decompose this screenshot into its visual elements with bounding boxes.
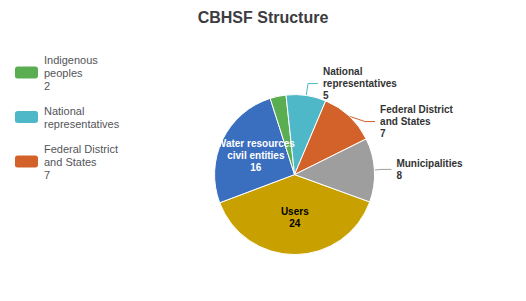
svg-text:24: 24 [289, 218, 301, 229]
svg-text:2: 2 [44, 80, 50, 92]
svg-text:CBHSF Structure: CBHSF Structure [198, 9, 329, 26]
svg-text:and States: and States [44, 156, 97, 168]
svg-text:16: 16 [250, 162, 262, 173]
svg-text:8: 8 [396, 170, 402, 181]
svg-text:Water resources: Water resources [217, 138, 295, 149]
svg-text:Federal District: Federal District [380, 104, 453, 115]
svg-text:Users: Users [281, 206, 309, 217]
svg-text:Federal District: Federal District [44, 143, 118, 155]
svg-text:National: National [44, 105, 84, 117]
svg-text:7: 7 [44, 169, 50, 181]
svg-text:representatives: representatives [323, 78, 397, 89]
svg-text:National: National [323, 66, 363, 77]
svg-text:representatives: representatives [44, 118, 120, 130]
svg-text:7: 7 [380, 128, 386, 139]
svg-text:peoples: peoples [44, 67, 83, 79]
svg-text:civil entities: civil entities [227, 150, 285, 161]
svg-text:5: 5 [323, 90, 329, 101]
svg-text:Indigenous: Indigenous [44, 54, 98, 66]
svg-text:Municipalities: Municipalities [396, 158, 463, 169]
svg-text:and States: and States [380, 116, 431, 127]
